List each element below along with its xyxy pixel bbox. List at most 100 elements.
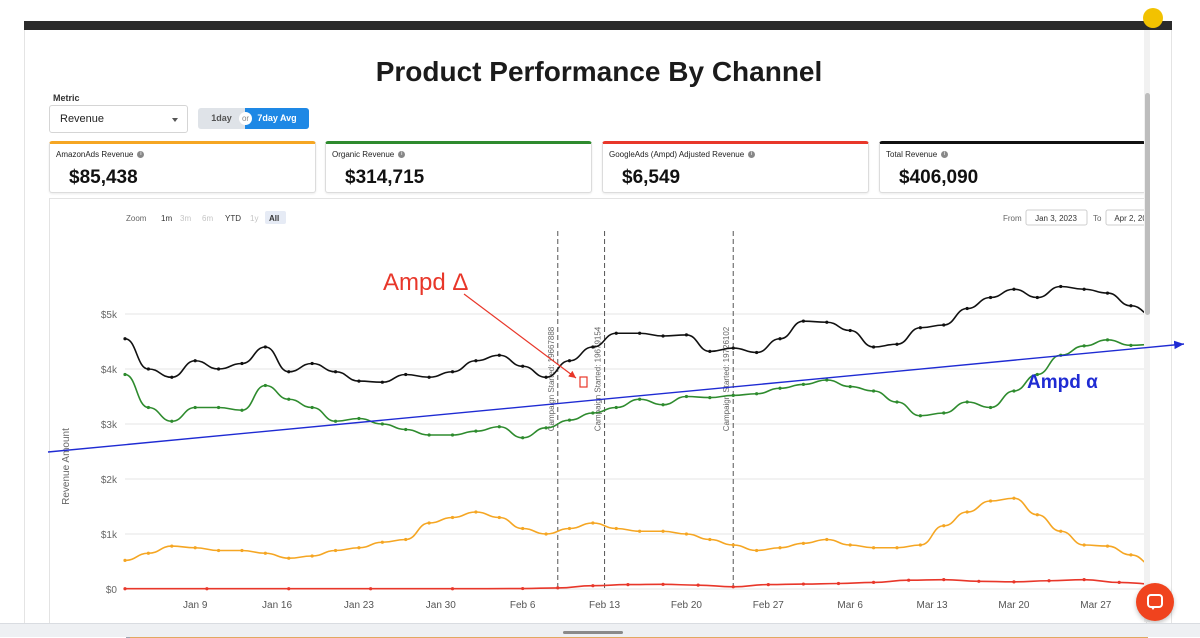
kpi-value: $314,715 (345, 167, 425, 188)
series-point-1 (1105, 338, 1110, 342)
toggle-or-label: or (239, 112, 252, 125)
x-tick-label: Feb 20 (671, 600, 703, 611)
metric-select[interactable]: Revenue (49, 105, 188, 133)
scrollbar-thumb[interactable] (1145, 93, 1150, 315)
info-icon[interactable]: i (398, 151, 406, 159)
info-icon[interactable]: i (941, 151, 949, 159)
from-date-value: Jan 3, 2023 (1035, 214, 1077, 223)
series-point-1 (146, 405, 150, 410)
series-point-2 (240, 548, 244, 553)
series-point-2 (310, 554, 314, 558)
y-tick-label: $3k (101, 420, 118, 431)
series-point-1 (778, 386, 782, 390)
series-point-3 (1047, 579, 1051, 583)
series-point-0 (918, 326, 922, 330)
series-point-1 (591, 411, 595, 415)
series-point-1 (731, 393, 735, 397)
series-point-2 (544, 532, 548, 536)
avg-toggle[interactable]: 1day or 7day Avg (198, 108, 309, 129)
series-point-2 (1035, 513, 1039, 517)
zoom-option-6m[interactable]: 6m (202, 214, 213, 223)
chat-button[interactable] (1136, 583, 1174, 621)
series-point-0 (965, 306, 969, 311)
x-tick-label: Feb 13 (589, 600, 621, 611)
series-point-1 (427, 433, 431, 437)
bottom-bar (0, 623, 1200, 637)
series-point-1 (1059, 353, 1063, 357)
series-point-0 (684, 333, 689, 337)
zoom-option-ytd[interactable]: YTD (225, 214, 241, 223)
series-point-0 (661, 334, 665, 338)
series-point-3 (369, 587, 373, 591)
kpi-value: $6,549 (622, 167, 681, 188)
y-tick-label: $1k (101, 530, 118, 541)
to-date-input[interactable] (1105, 209, 1148, 226)
to-date-value: Apr 2, 2023 (1114, 214, 1148, 223)
series-point-2 (1105, 544, 1110, 548)
series-point-1 (521, 436, 525, 440)
series-point-0 (591, 345, 595, 349)
metric-select-value: Revenue (60, 113, 105, 125)
x-tick-label: Feb 27 (753, 600, 785, 611)
series-point-2 (287, 556, 291, 560)
series-point-0 (825, 320, 829, 324)
series-point-1 (567, 418, 572, 422)
series-point-3 (836, 581, 841, 586)
series-point-2 (825, 537, 829, 542)
y-tick-label: $5k (101, 310, 118, 321)
x-tick-label: Mar 6 (837, 600, 863, 611)
series-point-0 (357, 379, 361, 383)
kpi-card-total: Total Revenue i $406,090 (879, 141, 1146, 193)
zoom-selected-bg (265, 211, 286, 224)
info-icon[interactable]: i (748, 151, 756, 159)
series-point-2 (450, 515, 455, 520)
toggle-7day-avg[interactable]: 7day Avg (245, 108, 309, 129)
series-point-1 (871, 389, 876, 393)
series-point-1 (848, 385, 852, 389)
series-point-1 (918, 414, 922, 418)
toggle-1day[interactable]: 1day (211, 113, 232, 123)
y-tick-label: $4k (101, 365, 118, 376)
series-point-1 (1082, 344, 1086, 348)
from-date-input[interactable] (1025, 209, 1088, 226)
series-point-1 (474, 429, 478, 433)
zoom-option-1m[interactable]: 1m (161, 214, 172, 223)
zoom-option-3m[interactable]: 3m (180, 214, 191, 223)
zoom-option-all[interactable]: All (269, 214, 279, 223)
user-avatar[interactable] (1143, 8, 1163, 28)
zoom-option-1y[interactable]: 1y (250, 214, 258, 223)
series-point-2 (567, 526, 572, 531)
series-point-0 (1129, 304, 1133, 308)
series-point-0 (731, 346, 735, 350)
series-point-0 (1059, 284, 1063, 289)
series-point-3 (450, 587, 455, 591)
scrollbar-track[interactable] (1144, 30, 1150, 622)
page-content: Product Performance By Channel Metric Re… (24, 30, 1172, 638)
series-point-2 (895, 546, 899, 550)
kpi-card-organic: Organic Revenue i $314,715 (325, 141, 592, 193)
series-point-2 (474, 510, 478, 514)
from-label: From (1003, 214, 1022, 223)
kpi-label: Organic Revenue (332, 150, 395, 159)
series-point-0 (263, 345, 267, 349)
series-point-2 (193, 546, 197, 550)
bottom-handle[interactable] (563, 631, 623, 634)
info-icon[interactable]: i (137, 151, 145, 159)
series-point-0 (1082, 287, 1086, 291)
series-point-2 (614, 526, 618, 531)
metric-label: Metric (53, 93, 80, 103)
x-tick-label: Mar 20 (998, 600, 1030, 611)
series-point-2 (942, 524, 946, 528)
series-point-0 (848, 328, 852, 333)
series-point-1 (1129, 343, 1133, 347)
series-point-1 (638, 397, 642, 401)
series-point-1 (404, 427, 408, 432)
series-point-3 (1117, 580, 1121, 584)
series-point-0 (216, 367, 221, 371)
series-point-3 (731, 585, 735, 589)
series-point-1 (170, 419, 174, 423)
series-point-0 (123, 337, 127, 341)
series-point-2 (708, 537, 712, 542)
series-point-0 (1012, 287, 1016, 291)
kpi-value: $406,090 (899, 167, 979, 188)
